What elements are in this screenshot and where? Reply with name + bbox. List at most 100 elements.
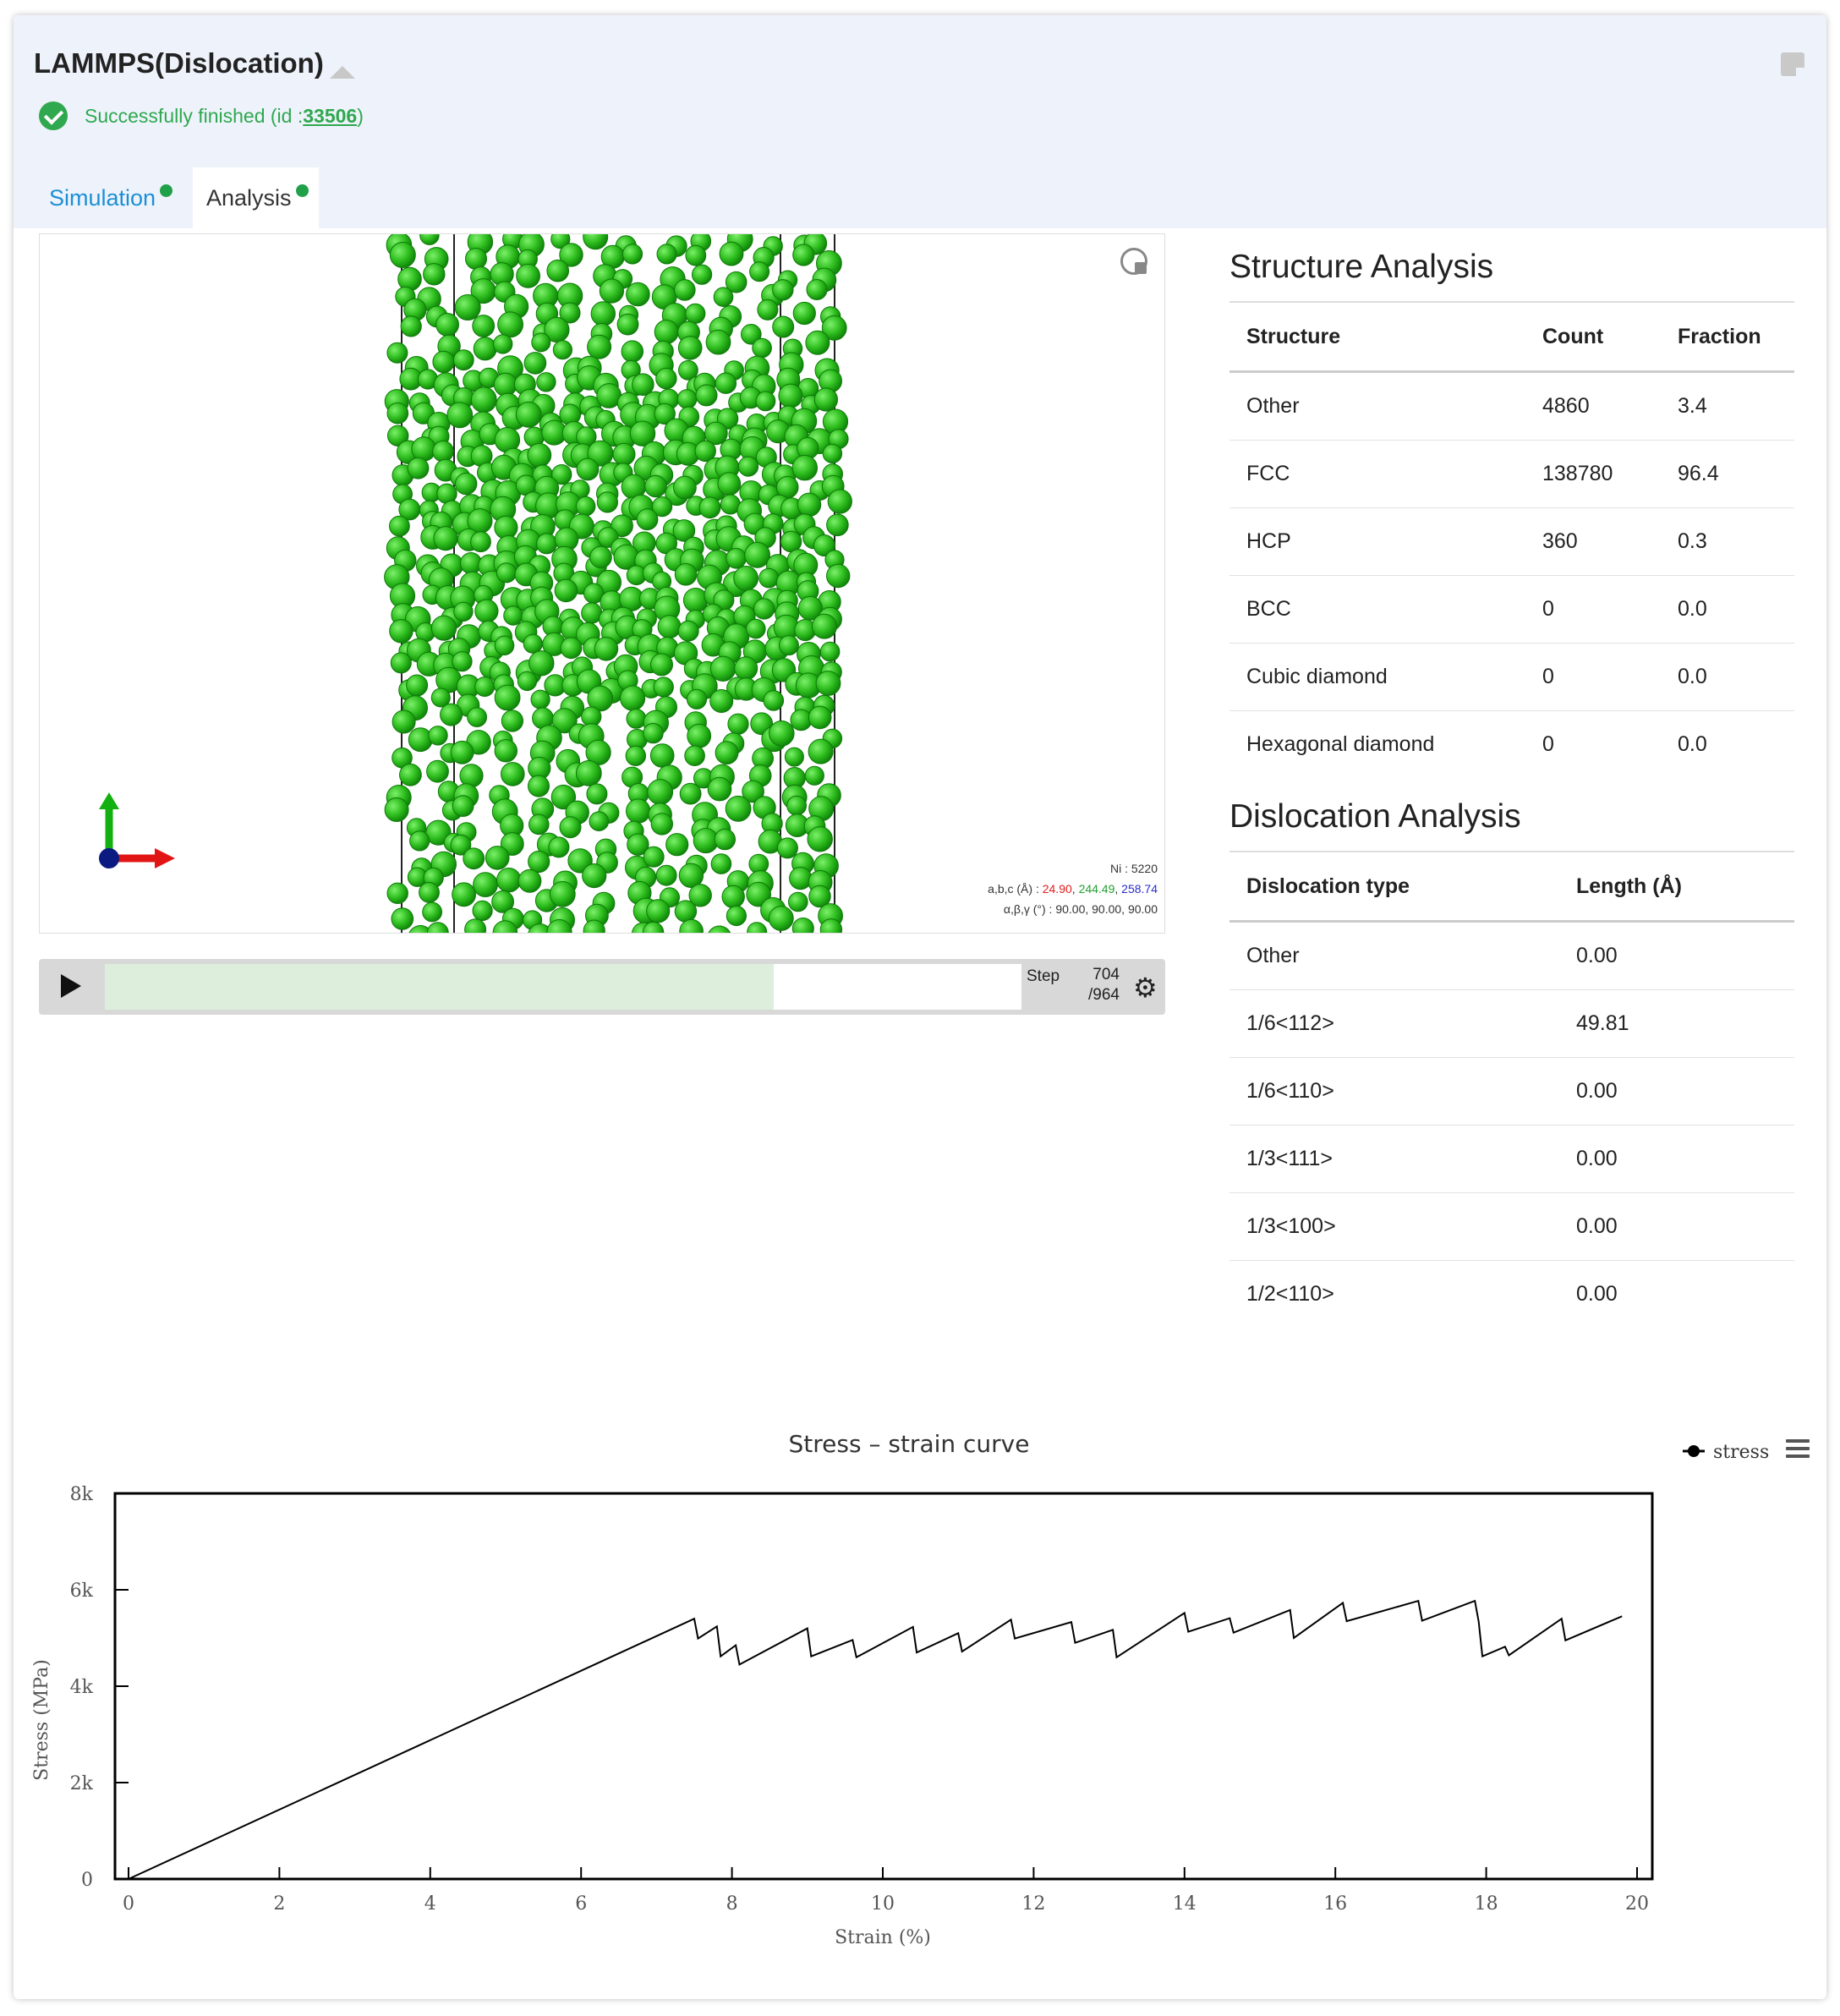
- axis-x-arrow: [155, 848, 175, 868]
- atom: [622, 244, 643, 265]
- atom: [626, 282, 650, 307]
- atom: [473, 337, 497, 361]
- axes-gizmo: [99, 792, 175, 868]
- atom: [636, 508, 659, 531]
- atom: [632, 373, 654, 396]
- status-id-prefix: (id :: [270, 104, 304, 127]
- check-circle-icon: [39, 101, 68, 130]
- atom: [713, 287, 734, 307]
- atom: [733, 566, 758, 591]
- atom: [454, 294, 481, 320]
- atom: [575, 496, 596, 517]
- atom: [813, 534, 835, 556]
- atom: [772, 315, 795, 338]
- job-title: LAMMPS(Dislocation): [34, 47, 324, 79]
- atom: [656, 244, 677, 265]
- atom: [435, 313, 460, 337]
- table-row: 1/3<111> 0.00: [1229, 1125, 1794, 1193]
- atom: [725, 271, 748, 293]
- atom: [576, 457, 600, 481]
- atom: [673, 475, 697, 500]
- atom: [694, 440, 716, 463]
- atom: [797, 595, 823, 621]
- atom: [715, 372, 737, 394]
- atom: [423, 263, 446, 286]
- atom: [721, 885, 745, 909]
- atom: [772, 279, 794, 301]
- atom: [826, 513, 849, 537]
- atom: [523, 633, 543, 654]
- atom: [428, 726, 448, 746]
- atom: [528, 775, 550, 797]
- atom: [551, 708, 578, 734]
- atom: [742, 780, 764, 803]
- table-header-row: Structure Count Fraction: [1229, 301, 1794, 373]
- atom: [665, 833, 689, 857]
- note-icon[interactable]: [1781, 52, 1804, 76]
- atom: [426, 759, 449, 783]
- trajectory-player: Step 704 /964 ⚙: [39, 959, 1165, 1015]
- atom: [805, 330, 830, 355]
- play-icon[interactable]: [61, 974, 81, 998]
- atom: [472, 315, 496, 337]
- atom: [685, 244, 707, 266]
- atom: [672, 519, 696, 542]
- atom: [559, 243, 583, 267]
- atom: [626, 798, 651, 824]
- atom: [827, 489, 852, 514]
- atom: [473, 872, 498, 897]
- legend-label: stress: [1713, 1442, 1769, 1463]
- step-slider[interactable]: [105, 964, 1021, 1010]
- gear-icon[interactable]: ⚙: [1133, 972, 1158, 1003]
- job-id-link[interactable]: 33506: [303, 104, 358, 127]
- atom: [409, 830, 430, 852]
- atom: [386, 402, 409, 425]
- tab-simulation[interactable]: Simulation: [34, 167, 183, 228]
- chart-menu-icon[interactable]: [1786, 1439, 1810, 1462]
- atom: [386, 342, 408, 364]
- atom: [474, 599, 499, 623]
- atom: [465, 248, 487, 270]
- atom: [679, 918, 704, 933]
- step-total: /964: [1088, 986, 1120, 1004]
- series-line-stress: [128, 1599, 1623, 1880]
- atom: [780, 530, 802, 553]
- atom: [432, 350, 455, 374]
- atom-canvas[interactable]: [40, 234, 1164, 933]
- atom: [788, 891, 808, 912]
- atom: [757, 299, 779, 320]
- atom: [516, 263, 540, 288]
- y-tick-label: 0: [81, 1870, 93, 1891]
- atom: [789, 867, 813, 890]
- atom: [450, 834, 472, 856]
- atom: [726, 905, 748, 927]
- tab-analysis[interactable]: Analysis: [193, 167, 319, 228]
- collapse-caret-icon[interactable]: [330, 66, 355, 79]
- atom: [826, 563, 851, 589]
- table-row: FCC 138780 96.4: [1229, 440, 1794, 508]
- x-tick-label: 14: [1173, 1893, 1197, 1915]
- atom: [485, 846, 510, 870]
- structure-viewer[interactable]: Ni : 5220 a,b,c (Å) : 24.90, 244.49, 258…: [39, 233, 1165, 934]
- atom: [390, 652, 412, 674]
- atom: [698, 496, 721, 519]
- atom: [559, 302, 581, 324]
- atom: [647, 779, 674, 805]
- y-tick-label: 4k: [70, 1677, 94, 1698]
- atom: [411, 436, 436, 462]
- atom: [687, 723, 712, 748]
- x-tick-label: 20: [1625, 1893, 1649, 1915]
- atom: [741, 324, 762, 345]
- atom: [575, 760, 602, 786]
- atom: [515, 401, 542, 428]
- atom: [392, 709, 416, 734]
- atom: [679, 782, 702, 805]
- atom: [650, 813, 673, 835]
- table-row: Cubic diamond 0 0.0: [1229, 643, 1794, 711]
- atom: [734, 656, 758, 681]
- status-text: Successfully finished: [85, 104, 266, 127]
- table-row: 1/6<112> 49.81: [1229, 989, 1794, 1058]
- atom: [717, 472, 742, 496]
- reset-view-icon[interactable]: [1120, 248, 1147, 275]
- atom: [778, 383, 803, 408]
